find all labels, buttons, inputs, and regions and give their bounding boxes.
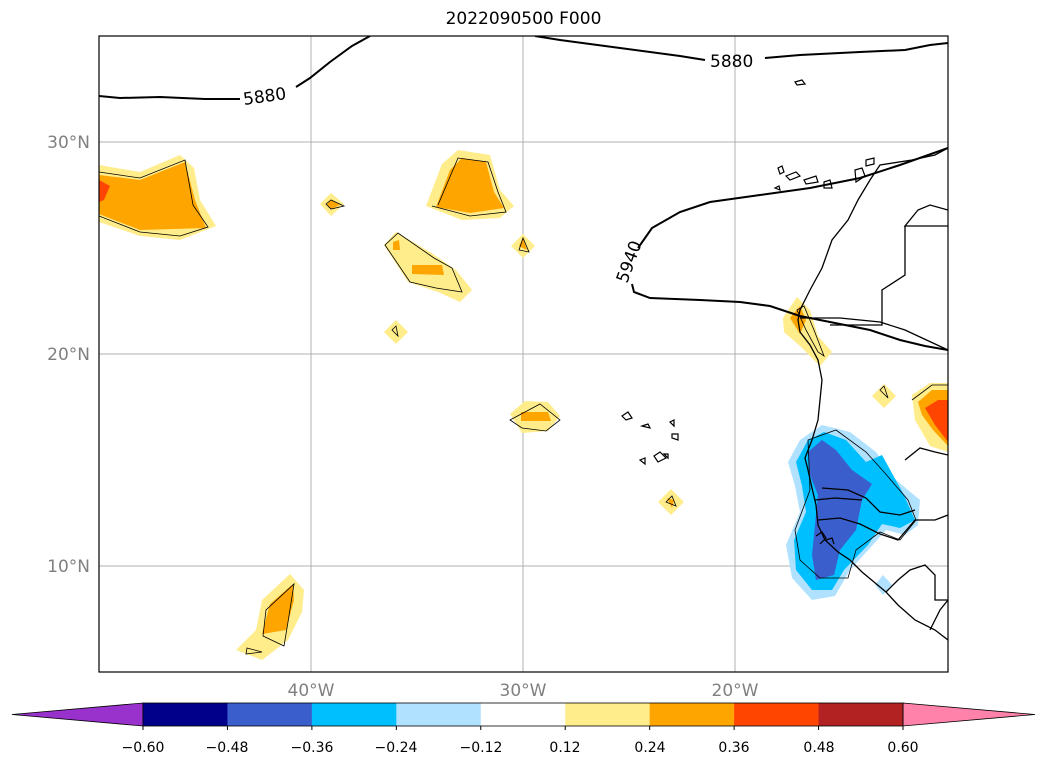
colorbar-label: 0.60 xyxy=(887,740,918,756)
colorbar-swatch xyxy=(818,703,904,726)
colorbar-swatch xyxy=(396,703,482,726)
border-morocco xyxy=(903,204,948,227)
positive-anomaly-shading xyxy=(99,150,948,660)
contour-5880-east xyxy=(534,36,706,61)
colorbar-swatch xyxy=(565,703,651,726)
cabo-verde-1 xyxy=(621,411,633,421)
canary-island-5 xyxy=(854,167,866,184)
colorbar-label: −0.12 xyxy=(460,740,503,756)
contour-label-5880-east: 5880 xyxy=(710,52,753,72)
contour-5940 xyxy=(637,147,948,249)
contour-label-5940: 5940 xyxy=(613,238,647,285)
canary-island-4 xyxy=(823,179,833,189)
border-gambia xyxy=(814,497,863,501)
colorbar-extend-high xyxy=(902,702,1036,727)
lat-labels: 30°N 20°N 10°N xyxy=(47,133,90,577)
gridlines xyxy=(99,36,948,672)
lat-label-10n: 10°N xyxy=(47,557,90,577)
cabo-verde-7 xyxy=(662,453,669,460)
border-senegal-mali xyxy=(821,487,916,516)
anomaly-blob-small-d xyxy=(872,384,896,408)
anomaly-contours xyxy=(99,157,948,655)
africa-coastline xyxy=(797,147,948,641)
anomaly-blob-small-b xyxy=(384,320,408,344)
colorbar-swatches xyxy=(11,702,1036,727)
negative-anomaly-shading xyxy=(786,425,920,600)
colorbar-swatch xyxy=(227,703,313,726)
bijagos-islands xyxy=(815,531,835,545)
border-guinea xyxy=(817,514,948,541)
madeira-island xyxy=(794,79,807,86)
colorbar-label: 0.24 xyxy=(634,740,665,756)
canary-island-7 xyxy=(773,185,781,191)
canary-island-6 xyxy=(865,157,875,167)
cabo-verde-2 xyxy=(639,423,652,429)
colorbar-swatch xyxy=(311,703,397,726)
lon-label-40w: 40°W xyxy=(288,681,335,701)
map-frame xyxy=(98,35,949,673)
lat-label-20n: 20°N xyxy=(47,345,90,365)
contour-label-5880-west: 5880 xyxy=(242,84,288,110)
islands xyxy=(621,79,875,545)
colorbar: −0.60 −0.48 −0.36 −0.24 −0.12 0.12 0.24 … xyxy=(11,702,1036,756)
canary-island-2 xyxy=(784,171,802,181)
lat-label-30n: 30°N xyxy=(47,133,90,153)
colorbar-frame xyxy=(142,702,904,727)
cabo-verde-3 xyxy=(668,419,675,428)
colorbar-label: 0.36 xyxy=(718,740,749,756)
colorbar-label: 0.48 xyxy=(803,740,834,756)
cabo-verde-5 xyxy=(638,457,646,466)
lon-label-20w: 20°W xyxy=(712,681,759,701)
canary-island-1 xyxy=(777,165,785,175)
height-contours xyxy=(99,36,948,351)
canary-island-3 xyxy=(803,175,819,185)
border-south xyxy=(929,599,948,631)
colorbar-label: −0.60 xyxy=(122,740,165,756)
colorbar-swatch xyxy=(734,703,820,726)
colorbar-swatch xyxy=(649,703,735,726)
colorbar-label: −0.48 xyxy=(206,740,249,756)
cabo-verde-6 xyxy=(653,451,668,463)
border-mali-east xyxy=(904,447,948,461)
colorbar-label: 0.12 xyxy=(549,740,580,756)
border-western-sahara xyxy=(830,226,906,326)
colorbar-swatch xyxy=(143,703,228,726)
anomaly-blob-guinea xyxy=(875,575,892,595)
map-title: 2022090500 F000 xyxy=(445,9,602,29)
cabo-verde-4 xyxy=(671,433,679,441)
colorbar-ticks xyxy=(142,726,904,730)
border-mauritania xyxy=(800,317,948,351)
colorbar-swatch xyxy=(480,703,566,726)
colorbar-label: −0.24 xyxy=(375,740,418,756)
colorbar-extend-low xyxy=(11,702,144,727)
lon-labels: 40°W 30°W 20°W xyxy=(288,681,759,701)
border-sierra-leone xyxy=(885,564,948,601)
coastlines xyxy=(797,147,948,641)
colorbar-label: −0.36 xyxy=(291,740,334,756)
anomaly-blob-coast-mauritania xyxy=(783,297,832,366)
colorbar-tick-labels: −0.60 −0.48 −0.36 −0.24 −0.12 0.12 0.24 … xyxy=(122,740,919,756)
contour-5880-west xyxy=(99,95,240,100)
contour-labels: 5880 5880 5940 xyxy=(242,52,753,286)
lon-label-30w: 30°W xyxy=(500,681,547,701)
map-area xyxy=(99,36,948,672)
